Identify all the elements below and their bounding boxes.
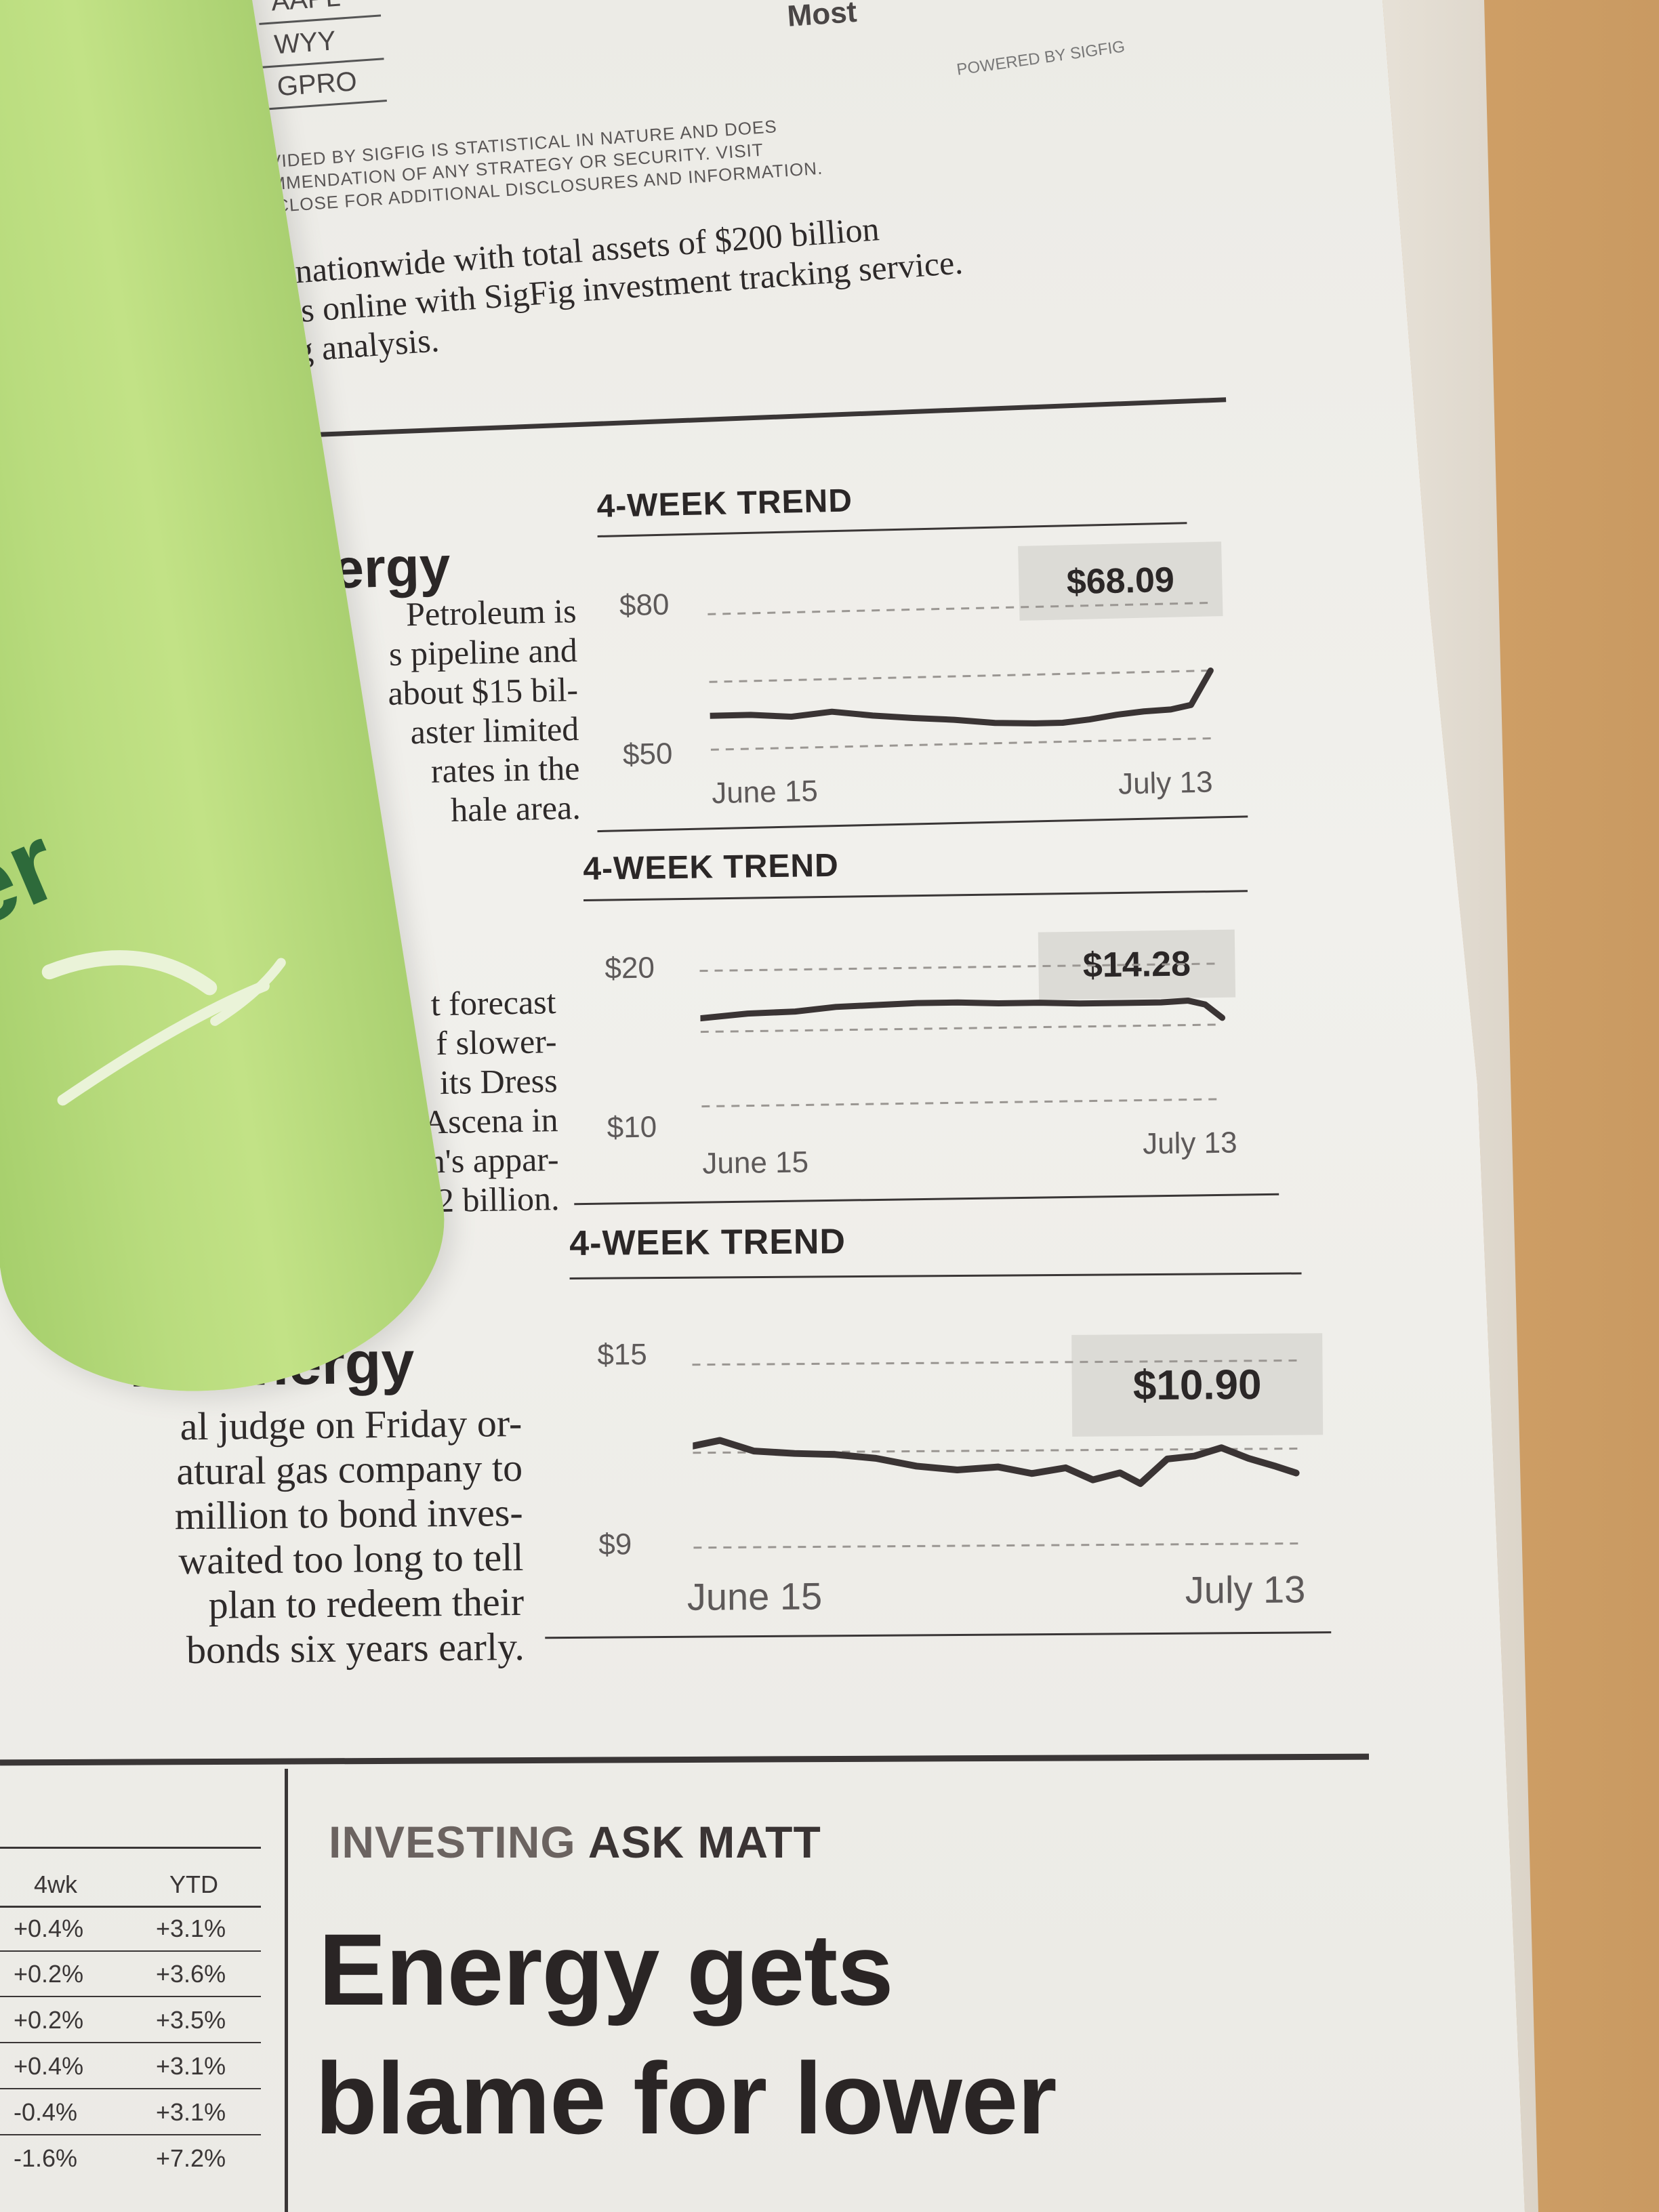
section-tag: INVESTING ASK MATT [329,1816,821,1868]
x-end-label: July 13 [1118,765,1214,801]
swirl-stroke [210,958,286,1026]
ticker-symbol: GPRO [276,66,359,102]
y-max-label: $80 [619,588,670,623]
trend-title-rule [597,522,1187,537]
trend-chart-1: 4-WEEK TREND $68.09 $80 $50 June 15 July… [596,482,1248,833]
powered-by-label: POWERED BY SIGFIG [956,37,1126,80]
table-cell: -1.6% [14,2144,78,2172]
table-cell: +3.1% [156,2098,226,2126]
story-line: bonds six years early. [186,1624,525,1673]
trend-chart-2: 4-WEEK TREND $14.28 $20 $10 June 15 July… [574,847,1279,1206]
trend-plot [707,602,1214,751]
x-end-label: July 13 [1185,1568,1306,1612]
section-tag-ask-matt: ASK MATT [588,1817,821,1867]
ticker-heading-fragment: Most [786,0,858,33]
trend-title: 4-WEEK TREND [596,483,853,525]
gridline-mid [709,670,1211,683]
trend-title: 4-WEEK TREND [569,1222,846,1263]
story-3-body: al judge on Friday or- atural gas compan… [0,1401,525,1675]
table-rule [0,2088,261,2089]
trend-title-rule [569,1272,1302,1279]
table-cell: +0.4% [14,2052,84,2080]
table-cell: +3.5% [156,2006,226,2034]
table-rule [0,2042,261,2043]
table-cell: -0.4% [14,2098,78,2126]
story-line: atural gas company to [176,1445,523,1494]
swirl-stroke [41,950,218,996]
table-header-4wk: 4wk [34,1870,78,1898]
table-cell: +0.4% [14,1914,84,1942]
table-cell: +3.1% [156,2052,226,2080]
trend-chart-3: 4-WEEK TREND $10.90 $15 $9 June 15 July … [545,1221,1332,1639]
gridline-mid [700,1023,1216,1033]
trend-bottom-rule [597,815,1248,833]
story-line: al judge on Friday or- [180,1400,523,1449]
table-rule [0,2134,261,2135]
ticker-symbol: AAPL [270,0,342,18]
y-max-label: $15 [597,1338,647,1372]
x-start-label: June 15 [711,774,819,811]
story-line: waited too long to tell [178,1534,524,1583]
table-cell: +3.1% [156,1914,226,1942]
y-min-label: $9 [598,1528,632,1561]
ticker-symbol: WYY [273,26,337,60]
table-rule [0,1906,261,1908]
cup-swirl-graphic [41,950,286,1106]
gridline-top [699,962,1215,972]
table-cell: +7.2% [156,2144,226,2172]
trend-bottom-rule [545,1631,1332,1639]
table-rule [0,1996,261,1997]
x-start-label: June 15 [687,1574,823,1618]
headline-line-1: Energy gets [319,1912,894,2026]
section-tag-investing: INVESTING [329,1817,576,1867]
table-cell: +3.6% [156,1960,226,1988]
table-top-rule [0,1847,261,1849]
table-rule [0,1950,261,1952]
ticker-fragment: Most [786,0,858,34]
table-cell: +0.2% [14,2006,84,2034]
gridline-mid [693,1447,1303,1454]
gridline-bottom [701,1098,1217,1108]
swirl-stroke [57,980,270,1106]
column-divider [285,1769,288,2212]
trend-title-rule [583,890,1248,901]
y-min-label: $50 [622,737,673,772]
y-min-label: $10 [607,1110,657,1145]
price-line [707,668,1214,726]
gridline-top [708,602,1210,615]
section-rule [0,1753,1370,1766]
table-header-ytd: YTD [169,1870,218,1898]
trend-plot [692,1359,1304,1549]
price-line [692,1437,1300,1488]
trend-bottom-rule [574,1193,1279,1206]
x-end-label: July 13 [1142,1126,1237,1161]
gridline-bottom [693,1542,1304,1549]
table-cell: +0.2% [14,1960,84,1988]
story-line: plan to redeem their [208,1579,525,1627]
gridline-bottom [710,737,1212,751]
y-max-label: $20 [605,951,655,985]
x-start-label: June 15 [702,1145,809,1181]
section-rule [278,397,1227,438]
story-line: million to bond inves- [174,1490,524,1538]
intro-paragraph: rs nationwide with total assets of $200 … [261,203,967,371]
story-line: Petroleum is [405,592,577,634]
disclaimer-block: OVIDED BY SIGFIG IS STATISTICAL IN NATUR… [254,113,823,218]
price-line [699,998,1226,1022]
green-cup: er [0,0,467,1422]
trend-title: 4-WEEK TREND [583,847,840,887]
powered-by-text: POWERED BY SIGFIG [956,37,1126,79]
trend-plot [699,962,1226,1108]
gridline-top [692,1359,1303,1366]
headline-line-2: blame for lower [315,2041,1057,2155]
